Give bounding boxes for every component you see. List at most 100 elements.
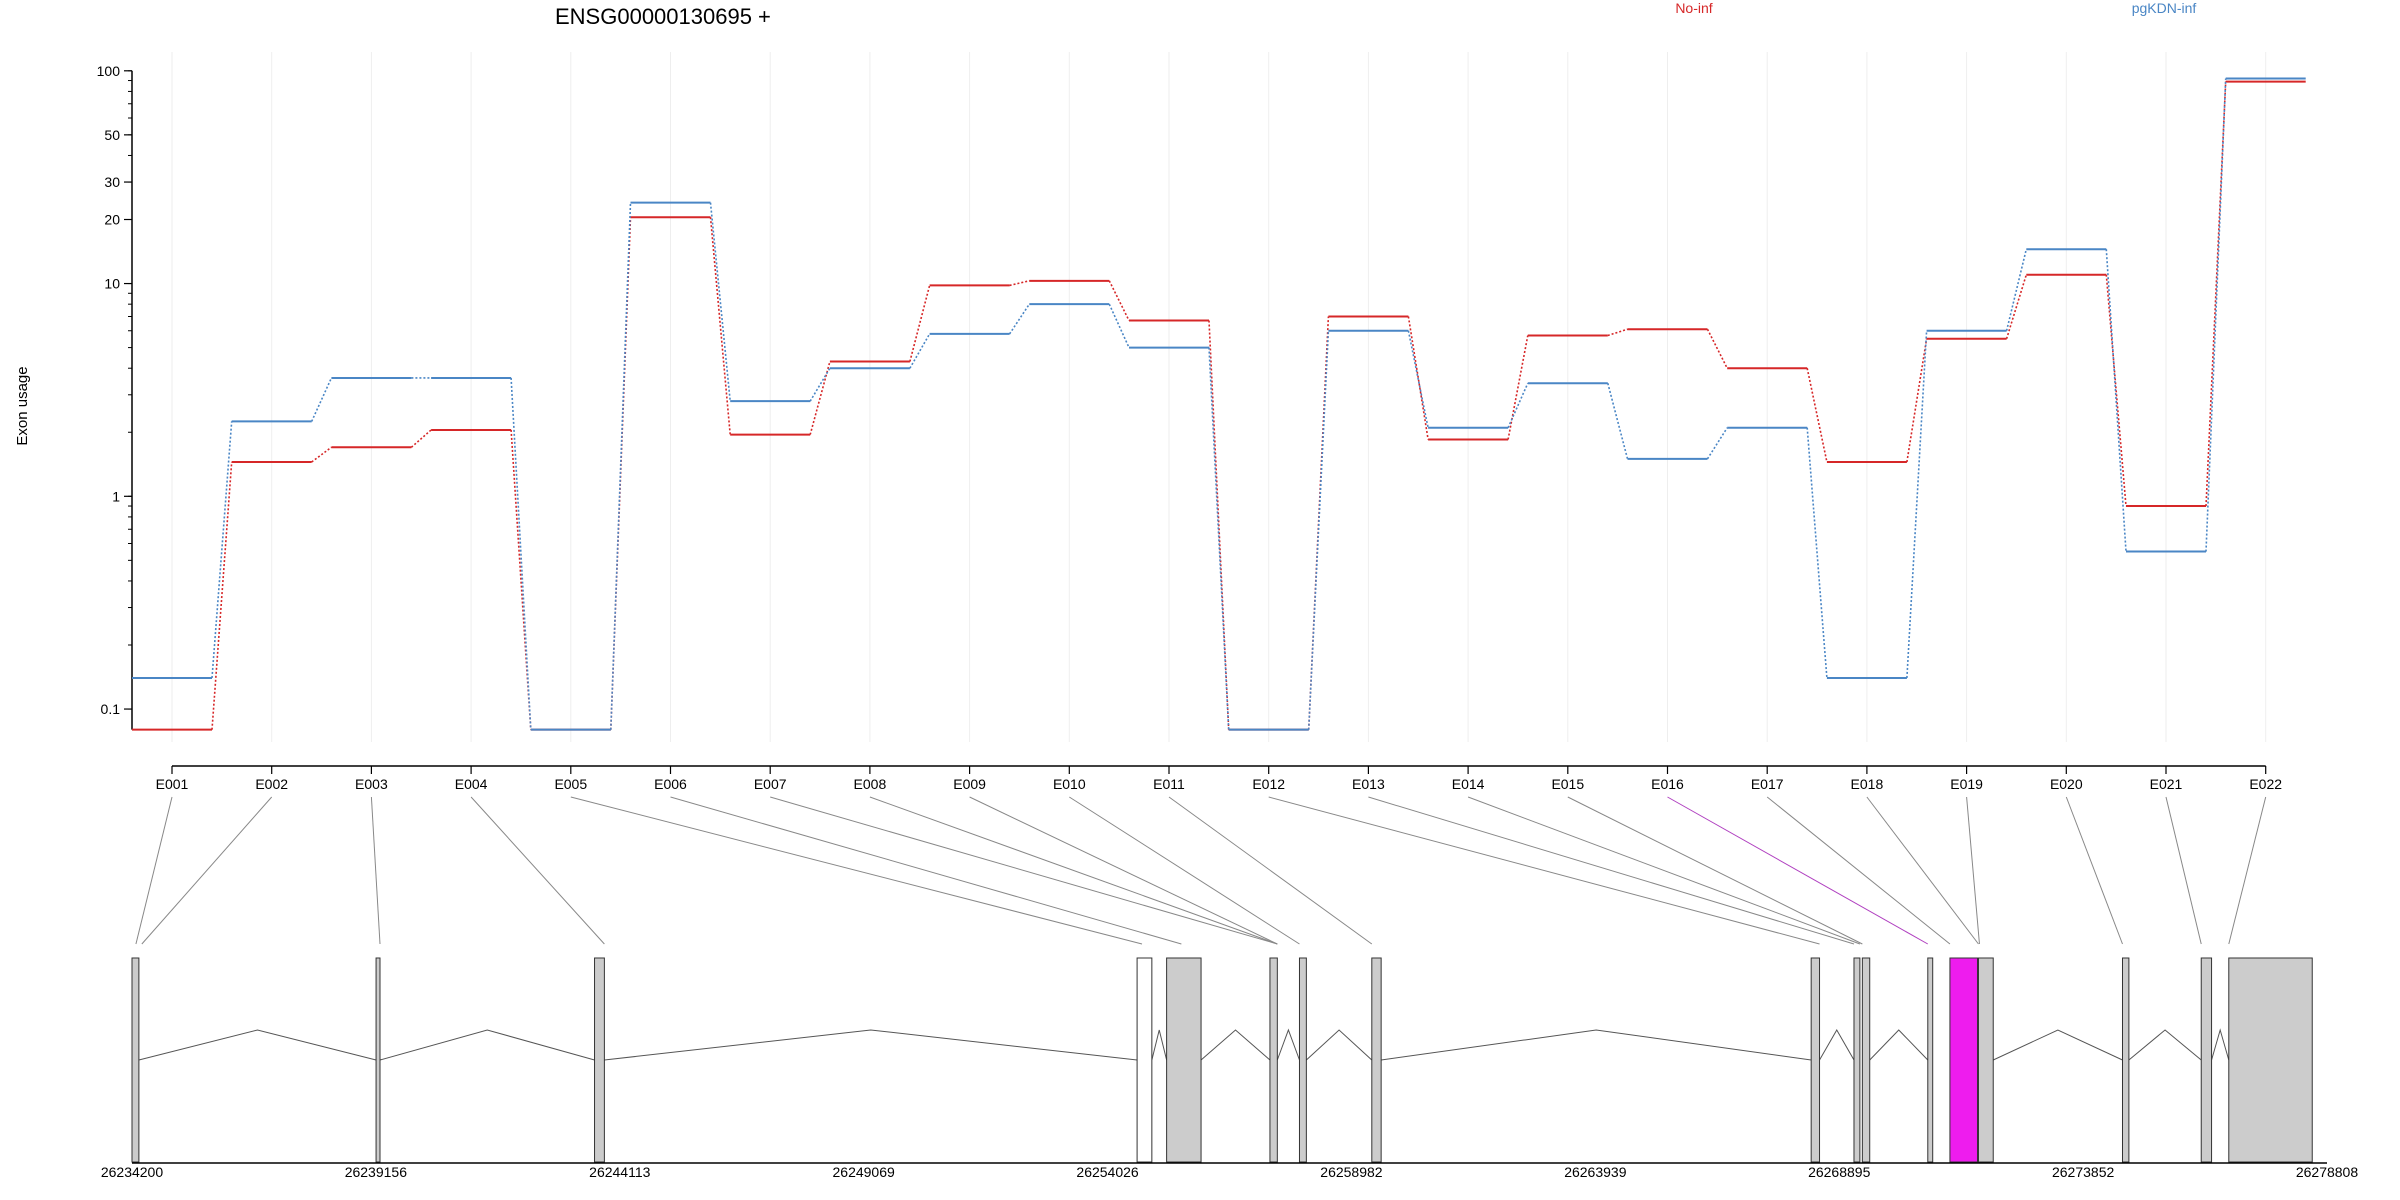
exon-link-line: [141, 796, 273, 945]
exon-block: [2200, 957, 2213, 1163]
x-tick-label: E002: [255, 776, 288, 792]
x-tick-label: E003: [355, 776, 388, 792]
exon-link-line: [1567, 796, 1863, 945]
series-connector: [410, 429, 432, 448]
intron-line: [1151, 1029, 1168, 1061]
intron-line: [1276, 1028, 1300, 1061]
y-tick-label: 50: [104, 127, 120, 143]
x-tick-label: E001: [156, 776, 189, 792]
x-tick-label: E012: [1252, 776, 1285, 792]
exon-link-line: [1866, 796, 1979, 945]
exon-link-line: [969, 796, 1278, 945]
coordinate-tick-label: 26268895: [1808, 1164, 1871, 1180]
series-connector: [1906, 330, 1928, 679]
exon-block: [1810, 957, 1821, 1163]
intron-line: [2211, 1028, 2230, 1061]
y-tick-label: 10: [104, 276, 120, 292]
coordinate-tick-label: 26278808: [2296, 1164, 2359, 1180]
series-connector: [909, 285, 931, 362]
x-tick-label: E008: [854, 776, 887, 792]
x-tick-label: E007: [754, 776, 787, 792]
intron-line: [1306, 1029, 1373, 1061]
coordinate-tick-label: 26273852: [2052, 1164, 2115, 1180]
exon-link-line: [470, 796, 605, 945]
x-tick-label: E018: [1851, 776, 1884, 792]
exon-link-line: [135, 796, 173, 945]
series-connector: [2205, 81, 2227, 507]
x-tick-label: E022: [2249, 776, 2282, 792]
y-axis: 0.1 1 10 20 30 50 100: [97, 63, 133, 730]
coordinate-tick-label: 26254026: [1076, 1164, 1139, 1180]
x-tick-label: E019: [1950, 776, 1983, 792]
y-tick-label: 20: [104, 212, 120, 228]
exon-link-line: [1766, 796, 1951, 945]
exon-block: [1269, 957, 1278, 1163]
series-connector: [1407, 330, 1429, 428]
exon-link-line: [2165, 796, 2202, 945]
series-connector: [1806, 368, 1828, 463]
exon-link-line: [1467, 796, 1861, 945]
series-connector: [311, 446, 332, 463]
coordinate-tick-label: 26244113: [589, 1164, 650, 1180]
series-connector: [1706, 427, 1728, 460]
series-connector: [2005, 249, 2028, 331]
series-pgkdn-inf: [132, 77, 2306, 731]
legend-entry-pgkdn-inf: pgKDN-inf: [2132, 0, 2197, 16]
exon-link-line: [2065, 796, 2123, 945]
chart-title: ENSG00000130695 +: [555, 4, 771, 29]
series-connector: [510, 429, 532, 730]
series-connector: [909, 333, 931, 369]
exon-block: [2228, 957, 2313, 1163]
series-connector: [1607, 383, 1629, 460]
genomic-coordinate-axis: 26234200 26239156 26244113 26249069 26254026…: [101, 1162, 2359, 1180]
exon-link-lines: [135, 796, 2267, 945]
intron-line: [379, 1029, 595, 1061]
x-tick-label: E015: [1551, 776, 1584, 792]
series-connector: [1507, 382, 1529, 429]
series-connector: [809, 367, 831, 402]
exon-block: [1927, 957, 1934, 1163]
exon-link-line: [1268, 796, 1820, 945]
intron-line: [1993, 1029, 2123, 1061]
series-connector: [709, 202, 731, 402]
series-connector: [1009, 280, 1030, 287]
intron-line: [1869, 1029, 1929, 1061]
exon-block: [1977, 957, 1994, 1163]
x-tick-label: E021: [2150, 776, 2183, 792]
series-connector: [2005, 274, 2028, 340]
x-tick-label: E010: [1053, 776, 1086, 792]
intron-line: [604, 1029, 1138, 1061]
y-tick-label: 30: [104, 174, 120, 190]
exon-link-line: [370, 796, 381, 945]
exon-link-line: [1966, 796, 1980, 945]
exon-link-line: [1069, 796, 1300, 945]
intron-line: [1819, 1028, 1855, 1061]
exon-block: [1371, 957, 1382, 1163]
exon-block: [594, 957, 605, 1163]
exon-link-line: [869, 796, 1278, 945]
gene-model: [131, 957, 2313, 1163]
exon-link-line: [670, 796, 1182, 945]
series-connector: [1108, 280, 1130, 321]
intron-line: [138, 1029, 377, 1061]
series-connector: [1307, 330, 1330, 730]
series-connector: [1706, 328, 1728, 369]
x-axis: E001 E002 E003 E004 E005 E006 E007 E008 E009 E010…: [156, 765, 2282, 792]
exon-block: [2121, 957, 2130, 1163]
series-connector: [610, 202, 632, 730]
series-connector: [211, 461, 233, 730]
exon-link-line: [1368, 796, 1855, 945]
exon-block: [131, 957, 140, 1163]
x-tick-label: E020: [2050, 776, 2083, 792]
legend-entry-no-inf: No-inf: [1675, 0, 1712, 16]
exon-block: [1166, 957, 1202, 1163]
intron-line: [2128, 1029, 2202, 1061]
series-connector: [1607, 328, 1628, 337]
series-connector: [2105, 249, 2127, 552]
series-connector: [211, 421, 233, 679]
y-tick-label: 1: [112, 488, 120, 504]
y-tick-label: 0.1: [101, 701, 121, 717]
vertical-grid: [171, 52, 2267, 742]
exon-block: [1861, 957, 1871, 1163]
